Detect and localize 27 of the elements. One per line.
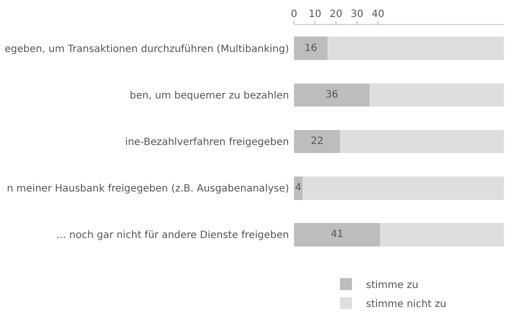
data-label: 4 (295, 182, 302, 194)
data-label: 36 (325, 89, 338, 100)
x-tick-label: 10 (308, 9, 322, 20)
legend-label: stimme nicht zu (366, 299, 446, 310)
bar (380, 223, 504, 246)
legend-label: stimme zu (366, 280, 418, 292)
data-label: 41 (330, 229, 344, 240)
y-tick-label: ben, um bequemer zu bezahlen (130, 90, 289, 102)
bar (294, 176, 302, 200)
bar (370, 83, 504, 107)
bar (294, 223, 380, 246)
y-tick-label: n meiner Hausbank freigegeben (z.B. Ausgabenanalyse) (6, 184, 290, 195)
y-tick-label: ine-Bezahlverfahren freigegeben (125, 137, 289, 148)
data-label: 22 (310, 136, 324, 147)
y-tick-label: … noch gar nicht für andere Dienste freigeben (56, 230, 289, 242)
x-tick-label: 0 (290, 9, 298, 20)
bar (328, 36, 504, 60)
y-tick-label: egeben, um Transaktionen durchzuführen (Multibanking) (4, 44, 290, 55)
x-tick-label: 40 (372, 9, 384, 20)
bar (302, 176, 504, 200)
x-tick-label: 30 (350, 9, 364, 20)
bar (294, 83, 370, 107)
bar (294, 130, 340, 154)
bar (294, 36, 328, 60)
x-tick-label: 20 (330, 9, 342, 20)
bar (340, 130, 504, 154)
data-label: 16 (304, 42, 318, 54)
